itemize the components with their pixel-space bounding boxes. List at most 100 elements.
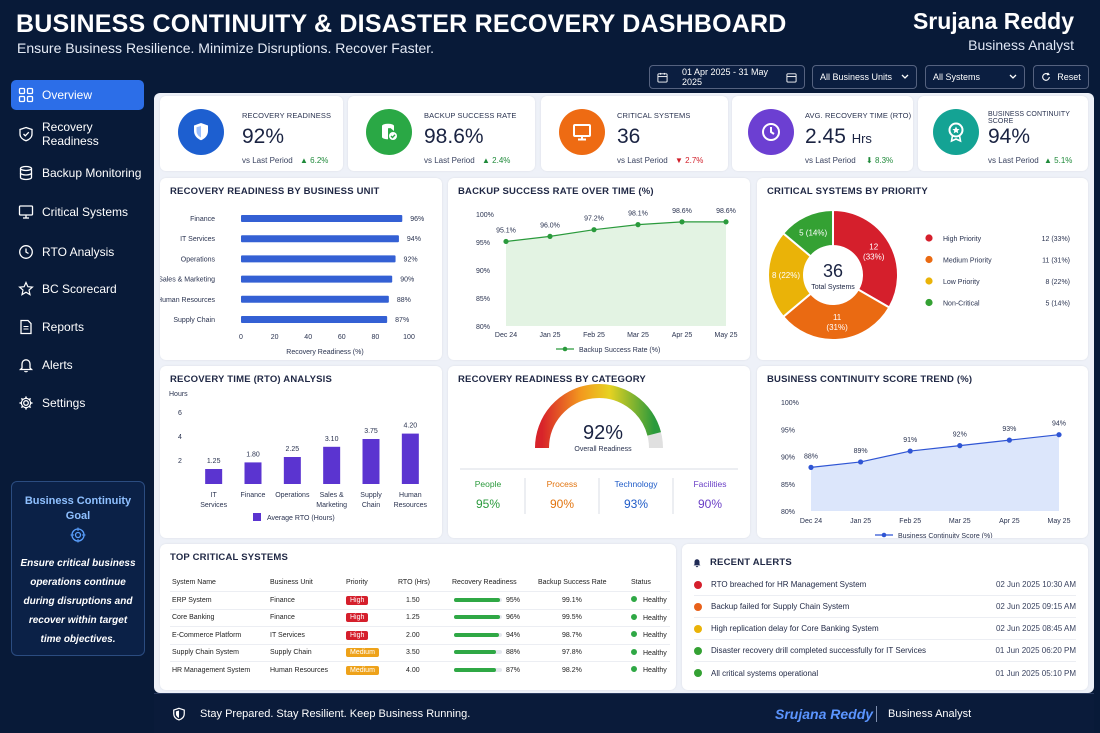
x-tick-label: 0	[239, 334, 243, 341]
sidebar-item-label: Reports	[42, 320, 85, 334]
y-tick-label: 6	[178, 410, 182, 417]
readiness-bar-fill	[454, 650, 497, 655]
value-label: 96.0%	[540, 222, 560, 229]
clock-icon	[19, 245, 33, 259]
legend-marker	[925, 234, 933, 242]
value-label: 1.25	[207, 458, 221, 465]
value-label: 2.25	[286, 446, 300, 453]
monitor-icon	[18, 205, 34, 219]
readiness-bar	[454, 667, 502, 672]
data-point	[723, 219, 729, 225]
business-unit: Human Resources	[270, 666, 328, 674]
x-tick-label: Feb 25	[583, 332, 605, 339]
monitor-icon	[573, 124, 591, 141]
x-tick-label: 60	[338, 334, 346, 341]
kpi-label: BACKUP SUCCESS RATE	[424, 111, 517, 120]
status-dot	[631, 648, 637, 655]
data-point	[591, 227, 597, 233]
table-row[interactable]: HR Management System Human Resources Mediu…	[170, 661, 670, 678]
value-label: 4.20	[404, 423, 418, 430]
sidebar-item-overview[interactable]: Overview	[11, 80, 144, 110]
bar	[241, 275, 393, 283]
chevron-down-icon	[901, 74, 909, 79]
sidebar-item-bc-scorecard[interactable]: BC Scorecard	[11, 274, 144, 304]
kpi-icon-wrap	[178, 109, 224, 155]
table-row[interactable]: Core Banking Finance High 1.25 96% 99.5% Healt…	[170, 608, 670, 626]
value-label: 1.80	[246, 451, 260, 458]
readiness-cell	[454, 614, 502, 621]
status-cell: Healthy	[631, 631, 667, 639]
legend-label: Business Continuity Score (%)	[898, 533, 993, 538]
bar	[241, 215, 403, 222]
readiness-value: 94%	[506, 631, 521, 639]
priority-cell: High	[346, 613, 369, 622]
document-icon	[20, 319, 32, 335]
bar	[205, 469, 223, 484]
kpi-delta: ▲ 6.2%	[300, 156, 329, 165]
data-point	[907, 448, 913, 454]
date-range-picker[interactable]: 01 Apr 2025 - 31 May 2025	[649, 65, 805, 89]
systems-select[interactable]: All Systems	[925, 65, 1025, 89]
alert-item[interactable]: High replication delay for Core Banking …	[694, 618, 1076, 640]
readiness-value: 88%	[506, 649, 521, 656]
sidebar-item-settings[interactable]: Settings	[11, 388, 144, 418]
y-tick-label: 80%	[476, 324, 490, 331]
panel-title: RECENT ALERTS	[710, 557, 792, 568]
alert-item[interactable]: RTO breached for HR Management System 02 …	[694, 574, 1076, 596]
sidebar-item-label: Settings	[42, 396, 86, 410]
sidebar-item-rto-analysis[interactable]: RTO Analysis	[11, 237, 144, 267]
business-unit: IT Services	[270, 631, 305, 639]
sidebar-item-reports[interactable]: Reports	[11, 312, 144, 342]
legend-marker	[562, 346, 568, 352]
y-tick-label: 80%	[781, 509, 795, 516]
x-tick-label: Mar 25	[949, 518, 971, 525]
sidebar-item-recovery-readiness[interactable]: Recovery Readiness	[11, 119, 144, 149]
kpi-value-number: 92%	[242, 125, 285, 148]
column-header: System Name	[172, 579, 216, 586]
readiness-value: 95%	[506, 596, 521, 604]
business-unit: Supply Chain	[270, 649, 312, 656]
panel-title: BACKUP SUCCESS RATE OVER TIME (%)	[458, 186, 654, 197]
panel-recent-alerts: RECENT ALERTS RTO breached for HR Manage…	[682, 544, 1088, 690]
sidebar-item-backup-monitoring[interactable]: Backup Monitoring	[11, 158, 144, 188]
category-label: Human Resources	[160, 297, 216, 304]
sidebar-item-critical-systems[interactable]: Critical Systems	[11, 197, 144, 227]
business-units-select[interactable]: All Business Units	[812, 65, 917, 89]
table-header-row: System Name Business Unit Priority RTO (Hrs…	[170, 574, 670, 591]
legend-marker	[925, 298, 933, 307]
alert-text: All critical systems operational	[711, 668, 819, 678]
x-tick-label: 100	[403, 334, 415, 341]
sidebar-item-alerts[interactable]: Alerts	[11, 350, 144, 380]
footer-tagline: Stay Prepared. Stay Resilient. Keep Busi…	[200, 707, 471, 720]
legend-label: Average RTO (Hours)	[267, 515, 335, 522]
alert-item[interactable]: Disaster recovery drill completed succes…	[694, 640, 1076, 662]
value-label: 95.1%	[496, 227, 516, 234]
system-name: ERP System	[172, 596, 212, 604]
priority-badge: High	[346, 630, 369, 640]
x-tick-label: Human	[399, 492, 422, 499]
table-row[interactable]: ERP System Finance High 1.50 95% 99.1% Healthy	[170, 591, 670, 608]
value-label: 90%	[400, 277, 414, 284]
legend-value: 11 (31%)	[1042, 258, 1070, 265]
slice-label: (31%)	[826, 323, 848, 332]
table-row[interactable]: Supply Chain System Supply Chain Medium 3.5…	[170, 643, 670, 661]
bar	[244, 462, 262, 484]
alert-item[interactable]: Backup failed for Supply Chain System 02 …	[694, 596, 1076, 618]
backup-rate-chart: 80% 85% 90% 95% 100% 95.1% 96.0% 97.2% 98.1% 98.6…	[476, 208, 738, 354]
y-tick-label: 85%	[781, 482, 795, 489]
shield-icon	[19, 126, 33, 142]
system-name: Supply Chain System	[172, 649, 239, 656]
business-unit: Finance	[270, 596, 295, 604]
reset-button[interactable]: Reset	[1033, 65, 1089, 89]
bar	[241, 255, 396, 263]
business-unit: Finance	[270, 614, 295, 621]
category-value: 95%	[476, 497, 500, 511]
alert-severity-dot	[694, 646, 702, 655]
table-row[interactable]: E-Commerce Platform IT Services High 2.00 94…	[170, 626, 670, 643]
kpi-compare: vs Last Period	[988, 156, 1039, 165]
alert-item[interactable]: All critical systems operational 01 Jun 2…	[694, 662, 1076, 684]
column-header: Recovery Readiness	[452, 579, 517, 586]
value-label: 93%	[1002, 426, 1016, 433]
kpi-value-number: 94%	[988, 125, 1031, 148]
